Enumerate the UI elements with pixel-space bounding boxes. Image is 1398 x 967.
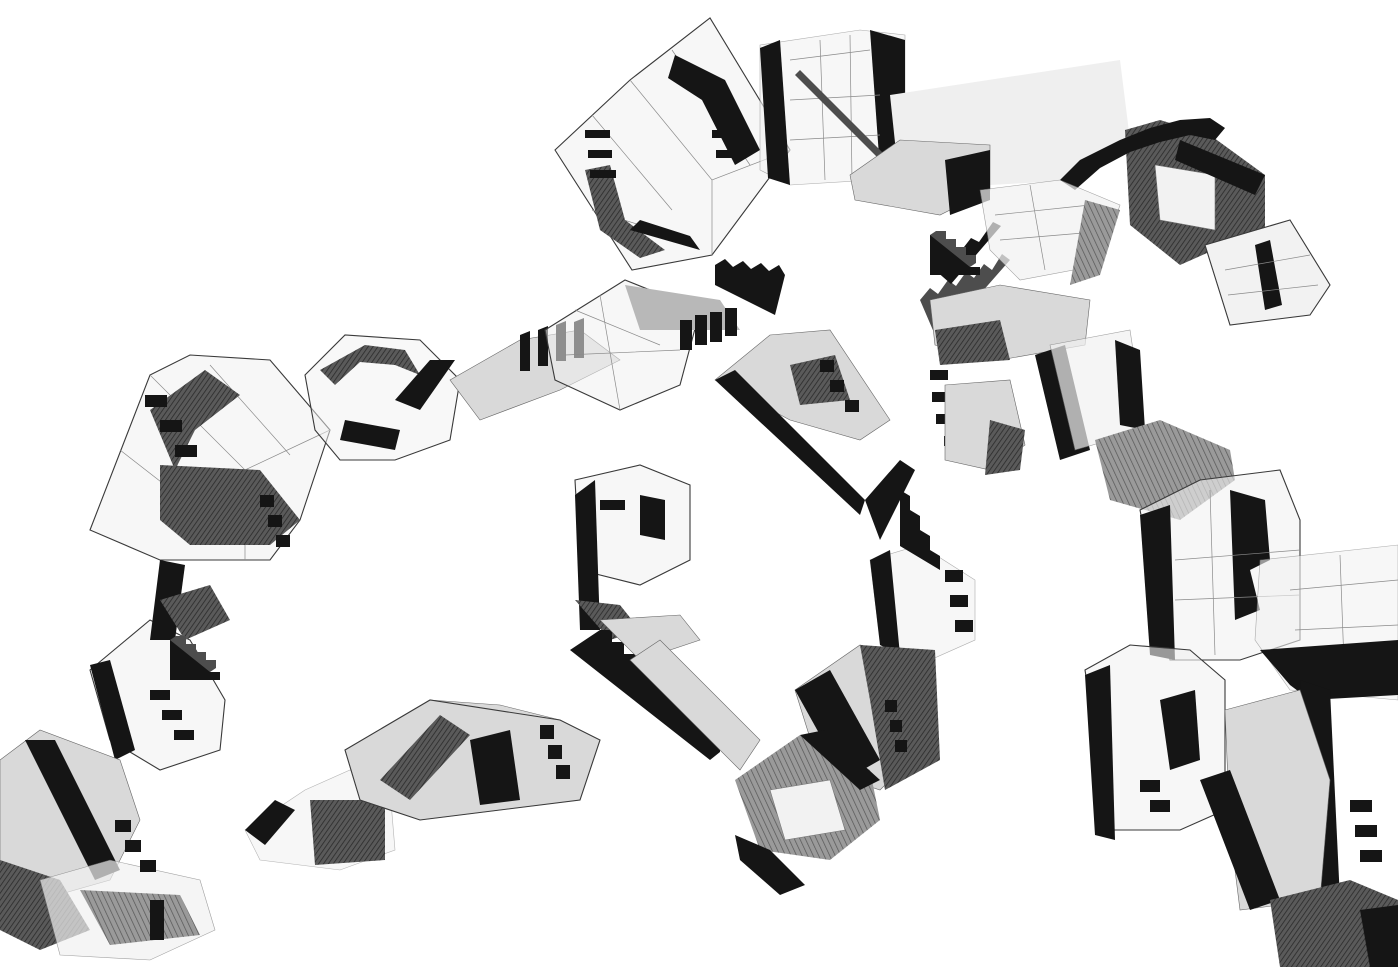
- cube-left-upper: [89, 354, 331, 561]
- cube-top-right-panel: [759, 29, 906, 186]
- cube-bottom-left-row: [244, 699, 601, 871]
- staircase-icon: [170, 636, 220, 680]
- cube-center-right-stack: [794, 490, 976, 791]
- cube-right-edge: [1200, 544, 1398, 967]
- cube-top-center: [554, 17, 791, 271]
- cube-top-right-cluster: [849, 60, 1331, 326]
- cube-center-cluster: [929, 179, 1146, 475]
- staircase-center-diagonal: [714, 259, 915, 540]
- cube-bottom-center: [735, 730, 880, 895]
- cube-bottom-left-corner: [0, 729, 216, 961]
- staircase-left-bridge: [449, 279, 740, 421]
- staircase-center-long: [570, 614, 761, 771]
- cube-center-p-shape: [574, 464, 691, 640]
- cube-left-top-ring: [304, 334, 461, 461]
- cube-right-lower: [1084, 644, 1226, 840]
